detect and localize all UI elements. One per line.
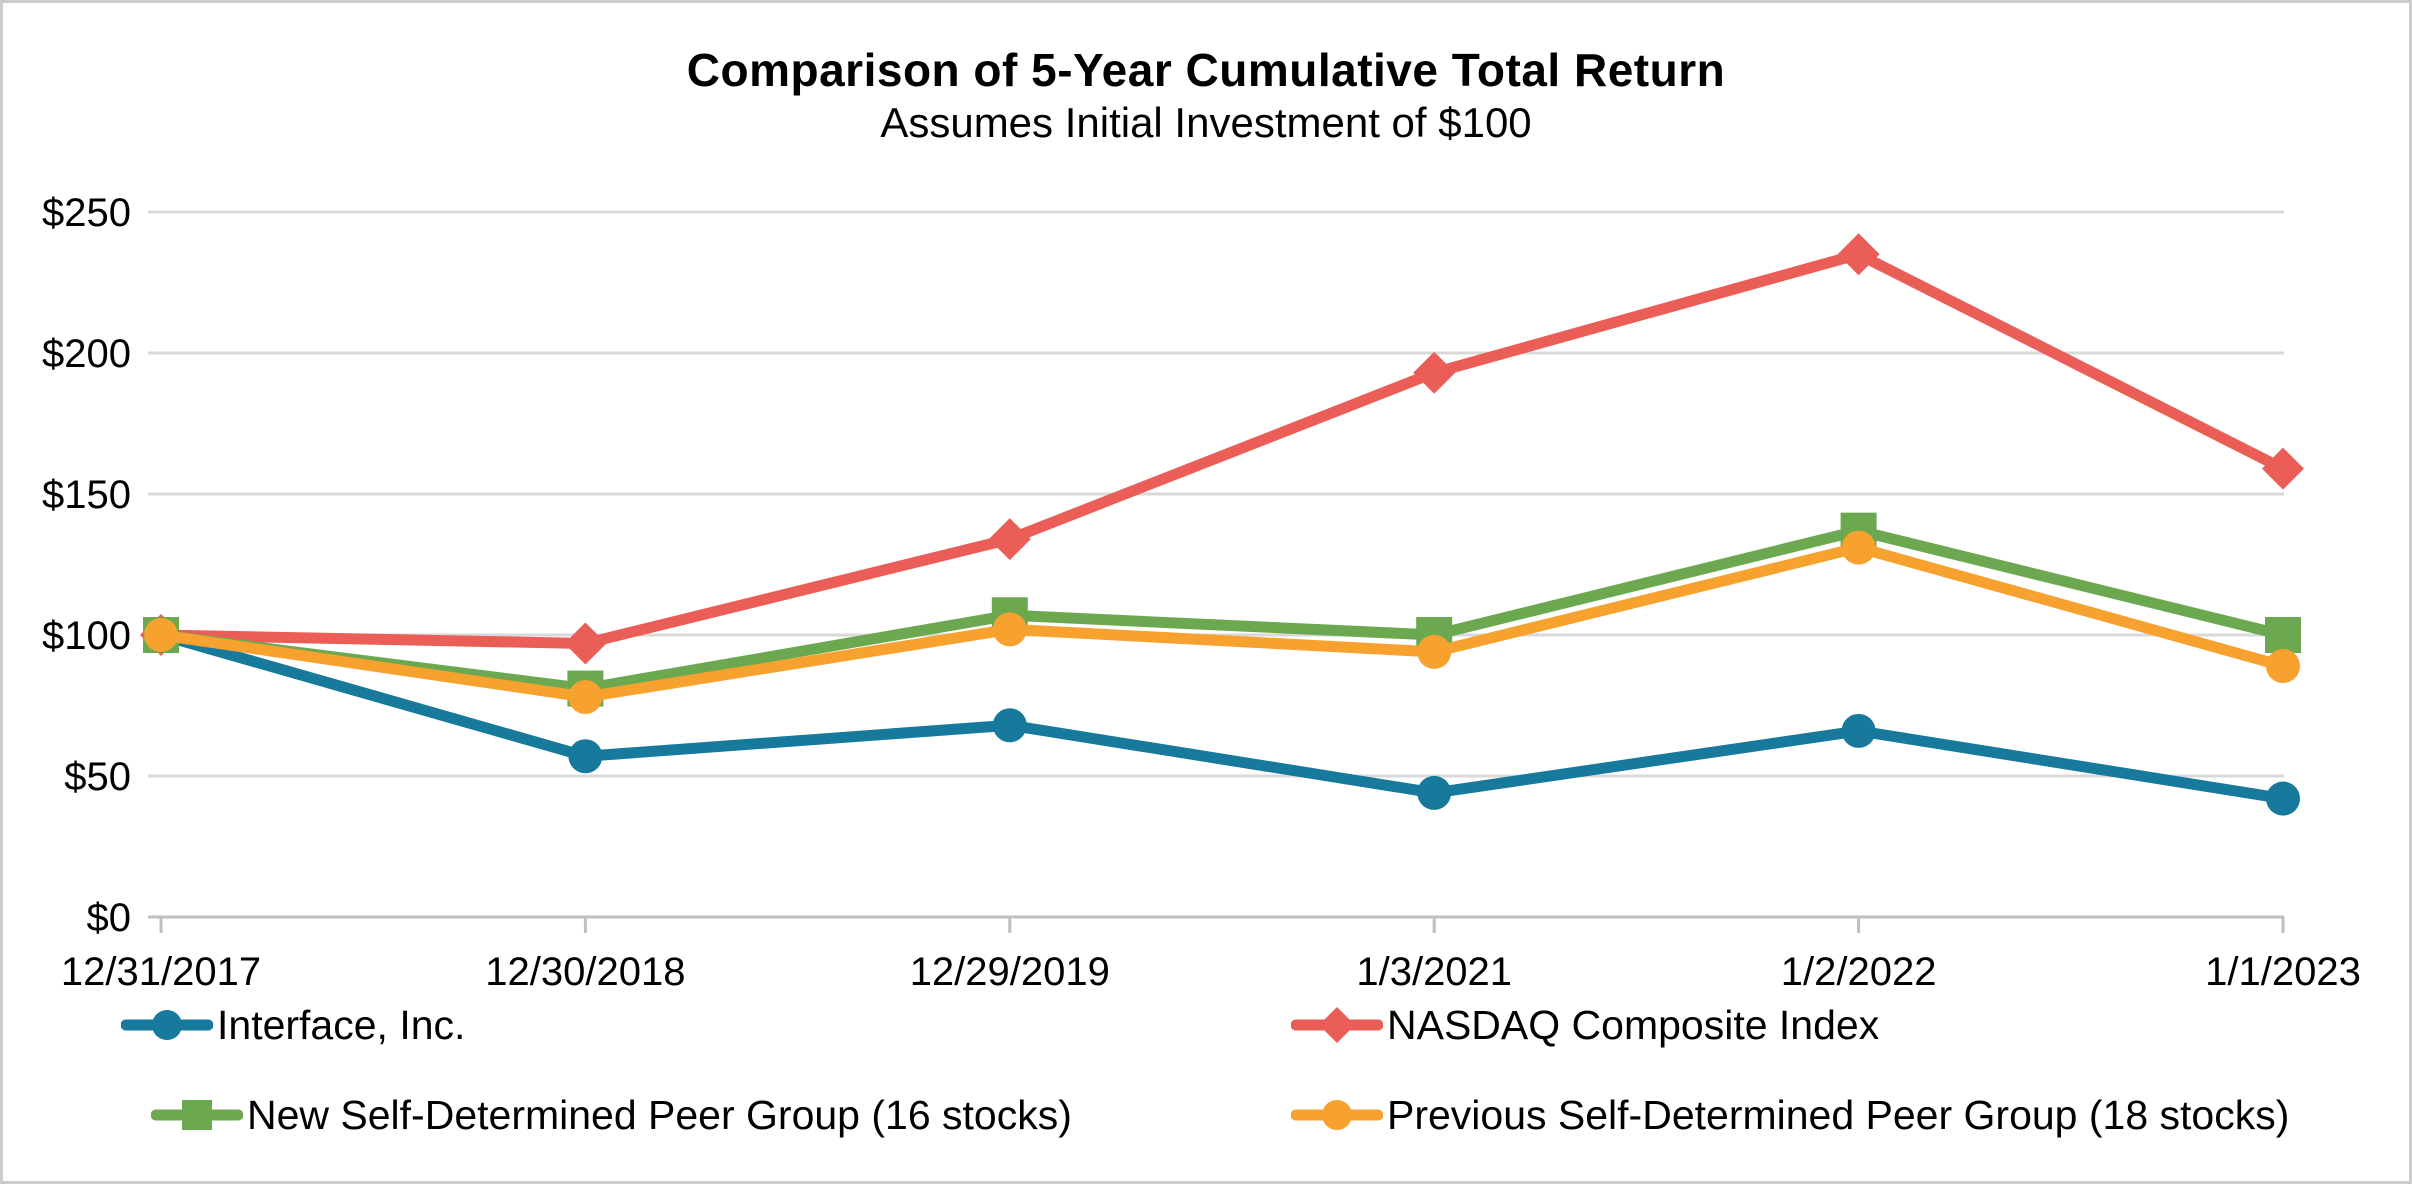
y-tick-label: $50 — [64, 755, 131, 799]
y-tick-label: $100 — [42, 614, 131, 658]
y-tick-label: $150 — [42, 473, 131, 517]
x-tick-label: 1/2/2022 — [1781, 950, 1937, 994]
y-tick-label: $200 — [42, 332, 131, 376]
series-previous-self-determined-peer-group-18-stocks — [144, 530, 2300, 715]
x-tick-label: 12/29/2019 — [910, 950, 1110, 994]
gridlines — [148, 210, 2284, 778]
x-axis-labels: 12/31/2017 12/30/2018 12/29/2019 1/3/2021 1/… — [61, 950, 2361, 994]
y-tick-label: $0 — [87, 896, 132, 940]
x-tick-label: 1/3/2021 — [1356, 950, 1512, 994]
x-tick-label: 12/30/2018 — [485, 950, 685, 994]
chart-title: Comparison of 5-Year Cumulative Total Re… — [686, 44, 1726, 96]
series-interface-inc — [144, 618, 2300, 816]
chart-subtitle: Assumes Initial Investment of $100 — [880, 99, 1532, 146]
line-chart-plot-area: $0 $50 $100 $150 $200 $250 12/31/2017 12/30/201… — [42, 191, 2361, 994]
series-nasdaq-composite-index — [140, 233, 2304, 665]
y-axis-labels: $0 $50 $100 $150 $200 $250 — [42, 191, 131, 940]
x-axis — [148, 915, 2285, 933]
x-tick-label: 1/1/2023 — [2205, 950, 2361, 994]
y-tick-label: $250 — [42, 191, 131, 235]
x-tick-label: 12/31/2017 — [61, 950, 261, 994]
